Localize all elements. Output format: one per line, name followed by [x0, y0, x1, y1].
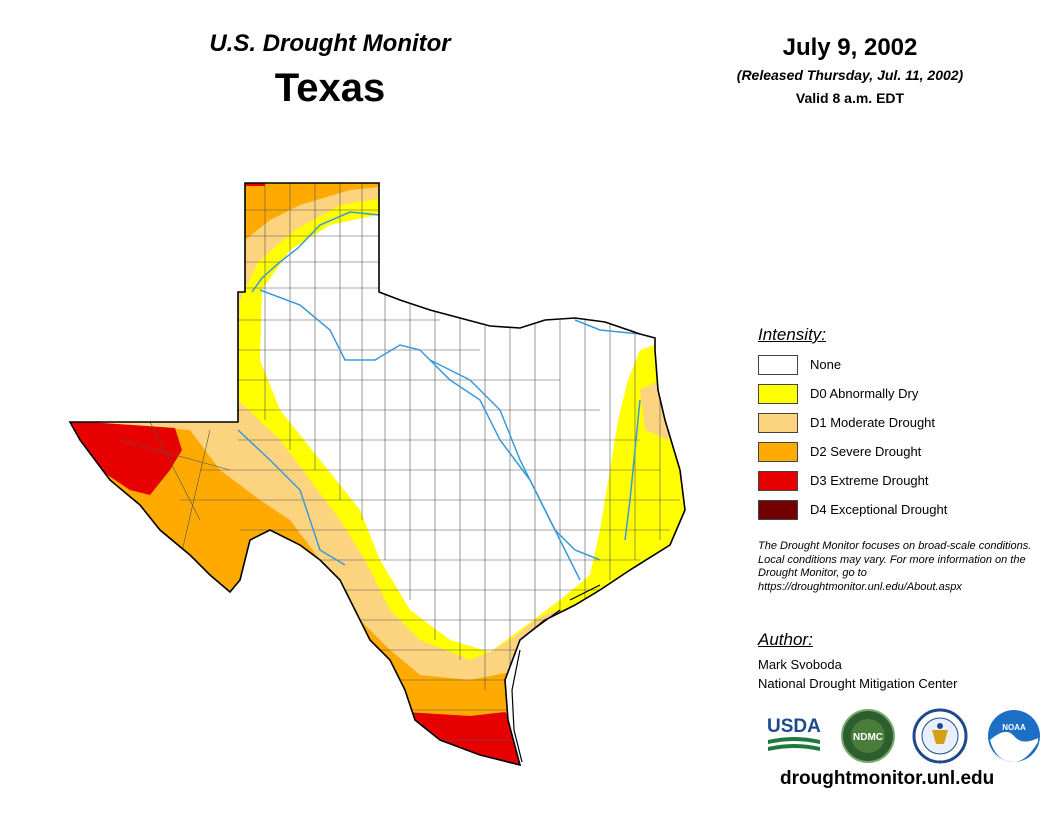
drought-d3-area [70, 420, 182, 495]
author-name: Mark Svoboda [758, 657, 842, 672]
legend-swatch [758, 355, 798, 375]
drought-d2-area [230, 183, 400, 260]
rivers [237, 211, 641, 581]
texas-drought-map [68, 182, 686, 767]
legend-label: None [810, 357, 842, 372]
ndmc-logo: NDMC [841, 709, 895, 763]
legend-swatch [758, 471, 798, 491]
svg-text:NOAA: NOAA [1002, 723, 1026, 732]
disclaimer-text: The Drought Monitor focuses on broad-sca… [758, 540, 1032, 593]
barrier-islands [511, 584, 601, 763]
map-date: July 9, 2002 [782, 34, 918, 61]
legend-title: Intensity: [758, 325, 827, 344]
legend-label: D2 Severe Drought [810, 444, 922, 459]
usda-logo: USDA [767, 716, 821, 751]
county-lines [119, 183, 680, 741]
drought-d3-panhandle-area [245, 183, 265, 186]
legend-label: D3 Extreme Drought [810, 473, 929, 488]
footer-url[interactable]: droughtmonitor.unl.edu [780, 768, 995, 789]
legend-swatch [758, 442, 798, 462]
svg-text:USDA: USDA [767, 716, 821, 737]
commerce-seal-icon [912, 708, 968, 764]
product-title: U.S. Drought Monitor [209, 30, 451, 57]
legend-swatch [758, 413, 798, 433]
legend-label: D1 Moderate Drought [810, 415, 936, 430]
release-date: (Released Thursday, Jul. 11, 2002) [736, 67, 964, 83]
drought-d3-south-area [405, 712, 525, 765]
legend-swatch [758, 384, 798, 404]
region-title: Texas [274, 66, 386, 110]
svg-text:NDMC: NDMC [853, 732, 883, 743]
texas-boundary [68, 182, 686, 767]
legend-label: D4 Exceptional Drought [810, 502, 948, 517]
valid-time: Valid 8 a.m. EDT [795, 90, 905, 106]
author-org: National Drought Mitigation Center [758, 676, 958, 691]
legend-label: D0 Abnormally Dry [810, 386, 919, 401]
legend-swatch [758, 500, 798, 520]
author-title: Author: [758, 630, 813, 649]
noaa-logo: NOAA [988, 710, 1040, 762]
